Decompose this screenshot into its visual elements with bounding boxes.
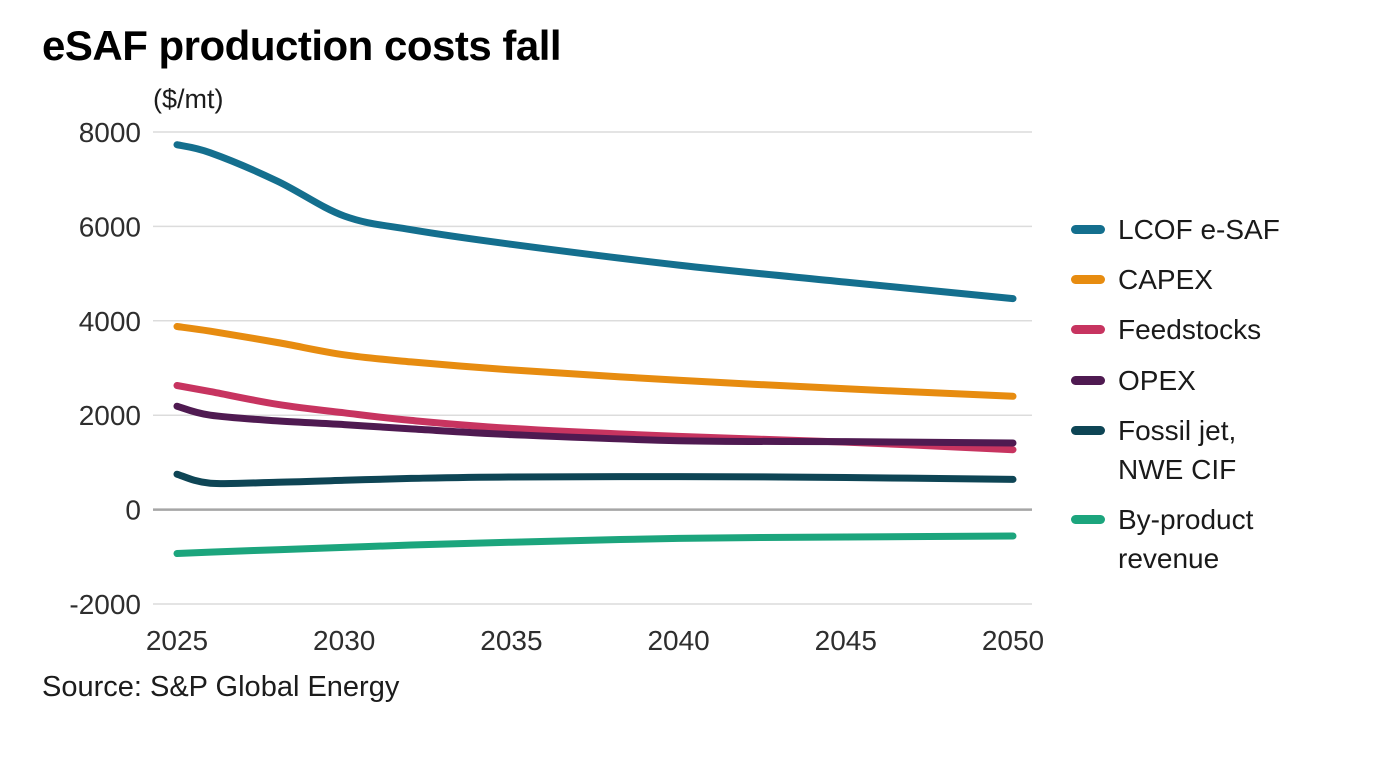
legend-swatch	[1071, 515, 1105, 525]
series-line-lcof-e-saf	[173, 141, 1017, 303]
legend-item: LCOF e-SAF	[1071, 210, 1351, 249]
x-tick-label: 2030	[313, 625, 375, 656]
legend-swatch	[1071, 275, 1105, 285]
legend-item: OPEX	[1071, 361, 1351, 400]
legend-item: Fossil jet, NWE CIF	[1071, 411, 1351, 489]
y-tick-label: 0	[125, 495, 141, 526]
y-gridlines	[153, 131, 1032, 605]
x-tick-label: 2025	[146, 625, 208, 656]
legend: LCOF e-SAF CAPEX Feedstocks OPEX Fossil jet,…	[1071, 210, 1351, 590]
x-tick-label: 2045	[815, 625, 877, 656]
y-tick-label: 2000	[79, 400, 141, 431]
series-line-by-product-revenue	[173, 532, 1017, 557]
legend-label: Fossil jet, NWE CIF	[1118, 414, 1237, 485]
legend-item: CAPEX	[1071, 260, 1351, 299]
legend-item: Feedstocks	[1071, 310, 1351, 349]
series-line-fossil-jet-nwe-cif	[173, 470, 1017, 488]
series-lines	[173, 141, 1017, 557]
legend-label: By-product revenue	[1118, 504, 1254, 575]
series-line-opex	[173, 402, 1017, 447]
series-line-capex	[173, 323, 1017, 400]
x-axis-tick-labels: 2025 2030 2035 2040 2045 2050	[146, 625, 1044, 656]
x-tick-label: 2040	[647, 625, 709, 656]
x-tick-label: 2035	[480, 625, 542, 656]
y-axis-tick-labels: -2000 0 2000 4000 6000 8000	[69, 117, 141, 620]
y-tick-label: -2000	[69, 589, 141, 620]
y-tick-label: 8000	[79, 117, 141, 148]
y-tick-label: 6000	[79, 211, 141, 242]
legend-label: Feedstocks	[1118, 314, 1262, 346]
y-tick-label: 4000	[79, 306, 141, 337]
legend-item: By-product revenue	[1071, 500, 1351, 578]
y-axis-unit-label: ($/mt)	[153, 84, 224, 114]
source-text: Source: S&P Global Energy	[42, 671, 400, 703]
chart-title: eSAF production costs fall	[42, 22, 562, 69]
legend-swatch	[1071, 425, 1105, 435]
x-tick-label: 2050	[982, 625, 1044, 656]
legend-swatch	[1071, 225, 1105, 234]
legend-label: CAPEX	[1118, 264, 1213, 296]
legend-label: LCOF e-SAF	[1118, 214, 1280, 245]
legend-swatch	[1071, 375, 1105, 385]
legend-swatch	[1071, 325, 1105, 335]
legend-label: OPEX	[1118, 364, 1196, 396]
